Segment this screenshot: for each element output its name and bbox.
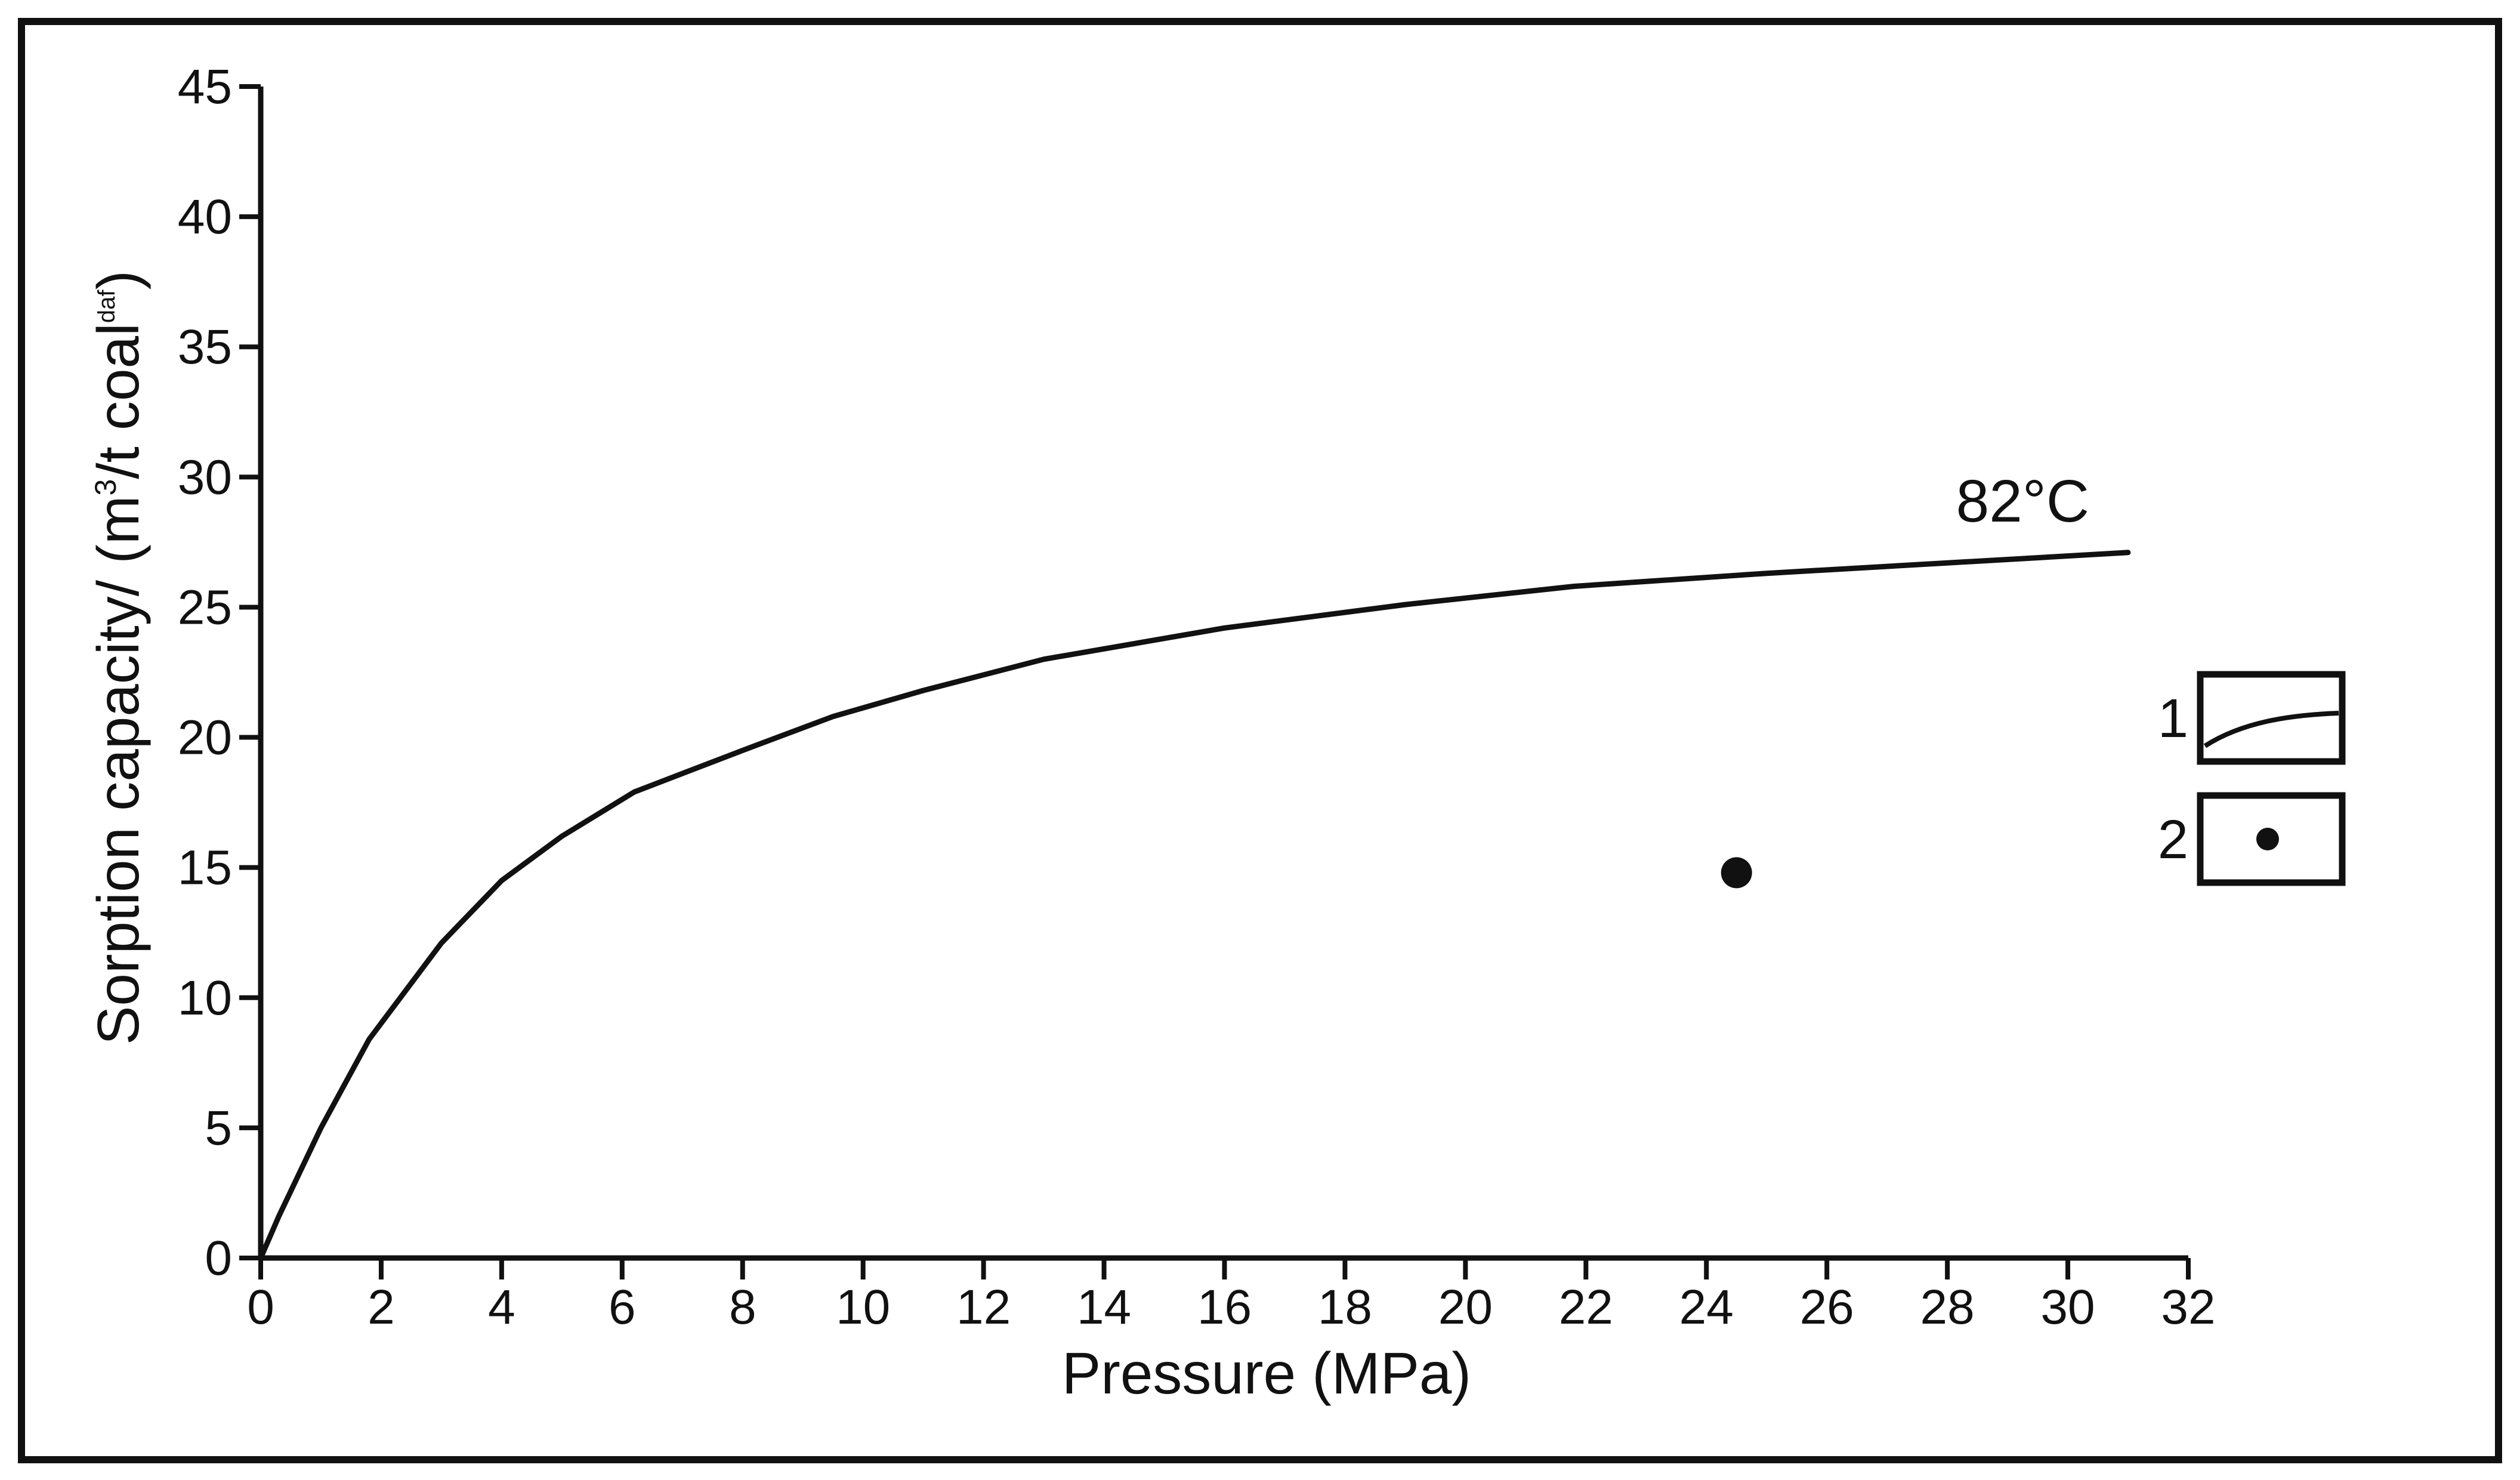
legend-box-2 [2197,792,2346,886]
legend-number-2: 2 [2158,809,2188,870]
axes-layer [258,87,2188,1261]
x-tick-label-18: 18 [1318,1280,1372,1334]
x-tick-label-0: 0 [247,1280,274,1334]
x-tick-label-10: 10 [836,1280,890,1334]
series-line-1 [258,550,2131,1261]
y-tick-label-5: 5 [205,1101,232,1155]
y-axis-title-sup-basis: daf [94,289,120,323]
x-tick-label-20: 20 [1438,1280,1493,1334]
y-tick-label-0: 0 [205,1231,232,1285]
x-tick-label-24: 24 [1679,1280,1734,1334]
y-tick-label-10: 10 [178,971,232,1025]
x-tick-label-4: 4 [488,1280,515,1334]
x-tick-label-14: 14 [1077,1280,1131,1334]
y-tick-label-25: 25 [178,580,232,634]
y-tick-label-45: 45 [178,60,232,114]
y-axis-title-prefix: Sorption capacity/ (m [85,496,151,1045]
series-layer: 82°C [258,468,2131,1261]
y-tick-label-15: 15 [178,841,232,895]
y-tick-label-30: 30 [178,450,232,504]
y-tick-label-35: 35 [178,320,232,374]
x-tick-label-28: 28 [1920,1280,1975,1334]
legend-line-symbol-1 [2203,711,2339,748]
x-tick-label-6: 6 [609,1280,636,1334]
outer-border [18,18,2502,1463]
y-axis-title-middle: /t coal [85,323,151,479]
legend-box-1 [2197,671,2346,765]
x-tick-label-12: 12 [956,1280,1011,1334]
legend-point-symbol-2 [2256,828,2279,850]
y-tick-label-40: 40 [178,190,232,244]
x-tick-label-32: 32 [2161,1280,2215,1334]
y-axis-title-suffix: ) [85,270,151,290]
x-axis-title: Pressure (MPa) [1062,1340,1471,1406]
y-tick-label-20: 20 [178,711,232,765]
y-axis-title: Sorption capacity/ (m3/t coaldaf) [85,270,151,1045]
x-tick-label-26: 26 [1800,1280,1854,1334]
series-point-2-0 [1721,857,1752,889]
legend-layer: 12 [2158,671,2346,886]
x-tick-label-22: 22 [1559,1280,1613,1334]
legend-number-1: 1 [2158,688,2188,749]
x-tick-label-30: 30 [2040,1280,2095,1334]
y-axis-title-sup-unit: 3 [89,479,122,496]
x-tick-label-16: 16 [1197,1280,1252,1334]
x-tick-label-8: 8 [729,1280,756,1334]
series-label-1: 82°C [1956,468,2089,535]
x-tick-label-2: 2 [368,1280,395,1334]
